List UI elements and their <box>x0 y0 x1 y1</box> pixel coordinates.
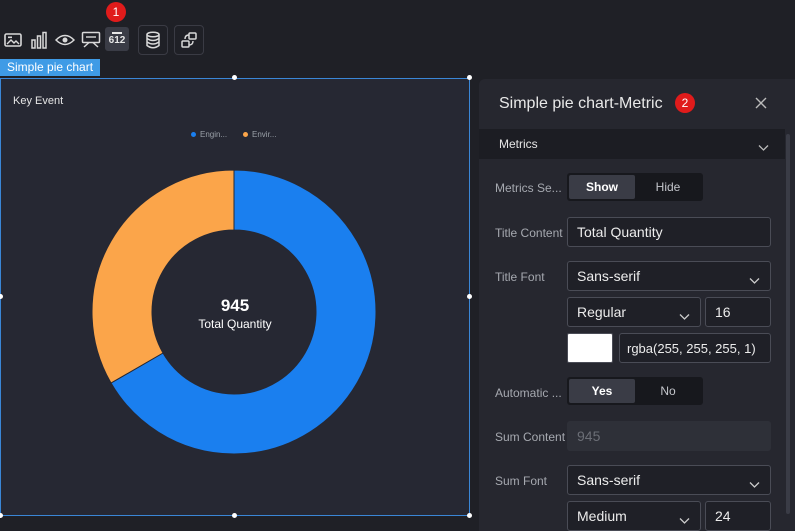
center-label: Total Quantity <box>198 317 272 331</box>
image-icon[interactable] <box>2 28 24 52</box>
select-value: Regular <box>577 304 627 320</box>
select-value: Medium <box>577 508 627 524</box>
hide-option[interactable]: Hide <box>655 180 681 194</box>
select-value: Sans-serif <box>577 472 641 488</box>
sum-font-family-select[interactable]: Sans-serif <box>567 465 771 495</box>
donut-slice-1[interactable] <box>110 169 377 455</box>
yes-option[interactable]: Yes <box>569 379 635 403</box>
share-icon[interactable] <box>174 25 204 55</box>
sum-font-weight-select[interactable]: Medium <box>567 501 701 531</box>
legend-item-2[interactable]: Envir... <box>243 130 276 139</box>
resize-handle-right[interactable] <box>467 294 472 299</box>
chart-title: Key Event <box>13 95 64 107</box>
legend-dot <box>243 132 248 137</box>
legend-label: Engin... <box>200 130 228 139</box>
database-icon[interactable] <box>138 25 168 55</box>
legend-dot <box>191 132 196 137</box>
scrollbar[interactable] <box>786 134 790 514</box>
title-font-size-input[interactable]: 16 <box>705 297 771 327</box>
number-icon[interactable]: 612 <box>105 27 129 51</box>
sum-font-size-input[interactable]: 24 <box>705 501 771 531</box>
chevron-down-icon <box>679 308 690 324</box>
automatic-toggle: Yes No <box>567 377 703 405</box>
sum-content-label: Sum Content <box>495 430 566 444</box>
title-font-family-select[interactable]: Sans-serif <box>567 261 771 291</box>
resize-handle-left[interactable] <box>0 294 3 299</box>
comment-icon[interactable] <box>80 28 102 52</box>
toolbar: 612 1 <box>0 0 795 58</box>
legend-label: Envir... <box>252 130 277 139</box>
resize-handle-top-right[interactable] <box>467 75 472 80</box>
panel-title: Simple pie chart-Metric <box>499 95 663 112</box>
sum-font-label: Sum Font <box>495 474 548 488</box>
donut-chart <box>91 169 377 455</box>
config-panel: Simple pie chart-Metric 2 Metrics Metric… <box>479 79 795 531</box>
title-color-swatch[interactable] <box>567 333 613 363</box>
title-font-label: Title Font <box>495 270 545 284</box>
metrics-section-header[interactable]: Metrics <box>479 129 785 159</box>
chevron-down-icon <box>749 272 760 288</box>
donut-slice-2[interactable] <box>91 169 235 384</box>
select-value: Sans-serif <box>577 268 641 284</box>
metrics-setting-label: Metrics Se... <box>495 181 562 195</box>
title-font-weight-select[interactable]: Regular <box>567 297 701 327</box>
sum-content-input[interactable]: 945 <box>567 421 771 451</box>
metrics-setting-toggle: Show Hide <box>567 173 703 201</box>
section-label: Metrics <box>499 137 538 151</box>
chart-tag[interactable]: Simple pie chart <box>0 59 101 76</box>
resize-handle-bottom-left[interactable] <box>0 513 3 518</box>
show-option[interactable]: Show <box>569 175 635 199</box>
step-badge-1: 1 <box>106 2 126 22</box>
legend-item-1[interactable]: Engin... <box>191 130 227 139</box>
title-color-input[interactable]: rgba(255, 255, 255, 1) <box>619 333 771 363</box>
chevron-down-icon <box>749 476 760 492</box>
eye-icon[interactable] <box>54 28 76 52</box>
title-content-input[interactable]: Total Quantity <box>567 217 771 247</box>
close-icon[interactable] <box>753 95 769 111</box>
chevron-down-icon <box>758 139 769 157</box>
step-badge-2: 2 <box>675 93 695 113</box>
bar-chart-icon[interactable] <box>28 28 50 52</box>
resize-handle-top[interactable] <box>232 75 237 80</box>
title-content-label: Title Content <box>495 226 563 240</box>
chevron-down-icon <box>679 512 690 528</box>
resize-handle-bottom-right[interactable] <box>467 513 472 518</box>
center-value: 945 <box>220 296 250 315</box>
automatic-label: Automatic ... <box>495 386 562 400</box>
no-option[interactable]: No <box>660 384 676 398</box>
resize-handle-bottom[interactable] <box>232 513 237 518</box>
